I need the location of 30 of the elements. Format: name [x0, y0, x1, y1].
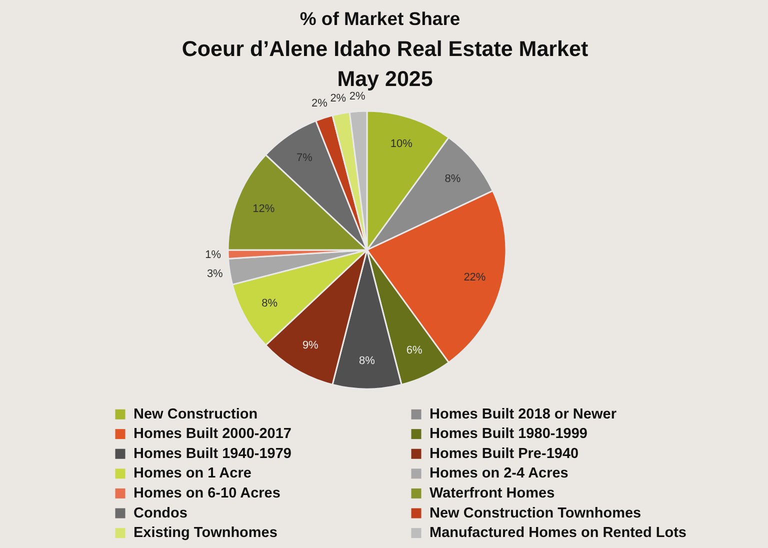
- data-label: 8%: [262, 298, 278, 310]
- data-label: 1%: [205, 248, 222, 261]
- legend-label: Existing Townhomes: [134, 525, 278, 542]
- legend-label: Homes Built 2018 or Newer: [430, 406, 617, 422]
- legend-label: Waterfront Homes: [430, 485, 555, 502]
- legend-label: Homes on 2-4 Acres: [430, 466, 568, 482]
- data-label: 7%: [296, 152, 313, 164]
- data-label: 10%: [390, 138, 413, 150]
- data-label: 8%: [444, 173, 461, 186]
- data-label: 2%: [311, 98, 328, 110]
- chart-subtitle: % of Market Share: [300, 8, 460, 29]
- data-label: 9%: [302, 340, 319, 352]
- chart-title: Coeur d’Alene Idaho Real Estate Market May 2025: [182, 37, 588, 91]
- data-label: 2%: [349, 90, 366, 102]
- legend-label: Homes on 1 Acre: [134, 466, 252, 482]
- legend-label: Homes Built 1940-1979: [134, 446, 292, 462]
- legend-label: Manufactured Homes on Rented Lots: [430, 525, 686, 542]
- data-label: 12%: [252, 203, 275, 216]
- data-label: 8%: [359, 355, 376, 368]
- legend-label: Homes Built 2000-2017: [134, 426, 292, 442]
- legend-label: Homes Built Pre-1940: [430, 446, 579, 462]
- data-label: 3%: [206, 268, 224, 280]
- legend-label: Condos: [134, 505, 188, 522]
- legend-label: Homes on 6-10 Acres: [134, 485, 280, 502]
- data-label: 22%: [464, 272, 486, 284]
- legend-label: New Construction Townhomes: [430, 505, 642, 522]
- data-label: 2%: [330, 92, 346, 105]
- data-label: 6%: [406, 344, 423, 357]
- legend-label: New Construction: [134, 406, 258, 422]
- legend-label: Homes Built 1980-1999: [430, 426, 588, 442]
